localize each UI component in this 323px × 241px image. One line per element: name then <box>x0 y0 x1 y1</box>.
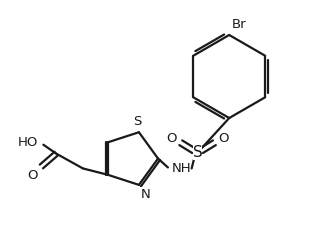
Text: O: O <box>166 132 177 145</box>
Text: S: S <box>193 145 203 160</box>
Text: Br: Br <box>232 18 247 31</box>
Text: O: O <box>218 132 229 145</box>
Text: O: O <box>27 169 37 182</box>
Text: NH: NH <box>172 162 192 175</box>
Text: N: N <box>141 188 151 201</box>
Text: HO: HO <box>18 136 38 149</box>
Text: S: S <box>133 115 141 128</box>
